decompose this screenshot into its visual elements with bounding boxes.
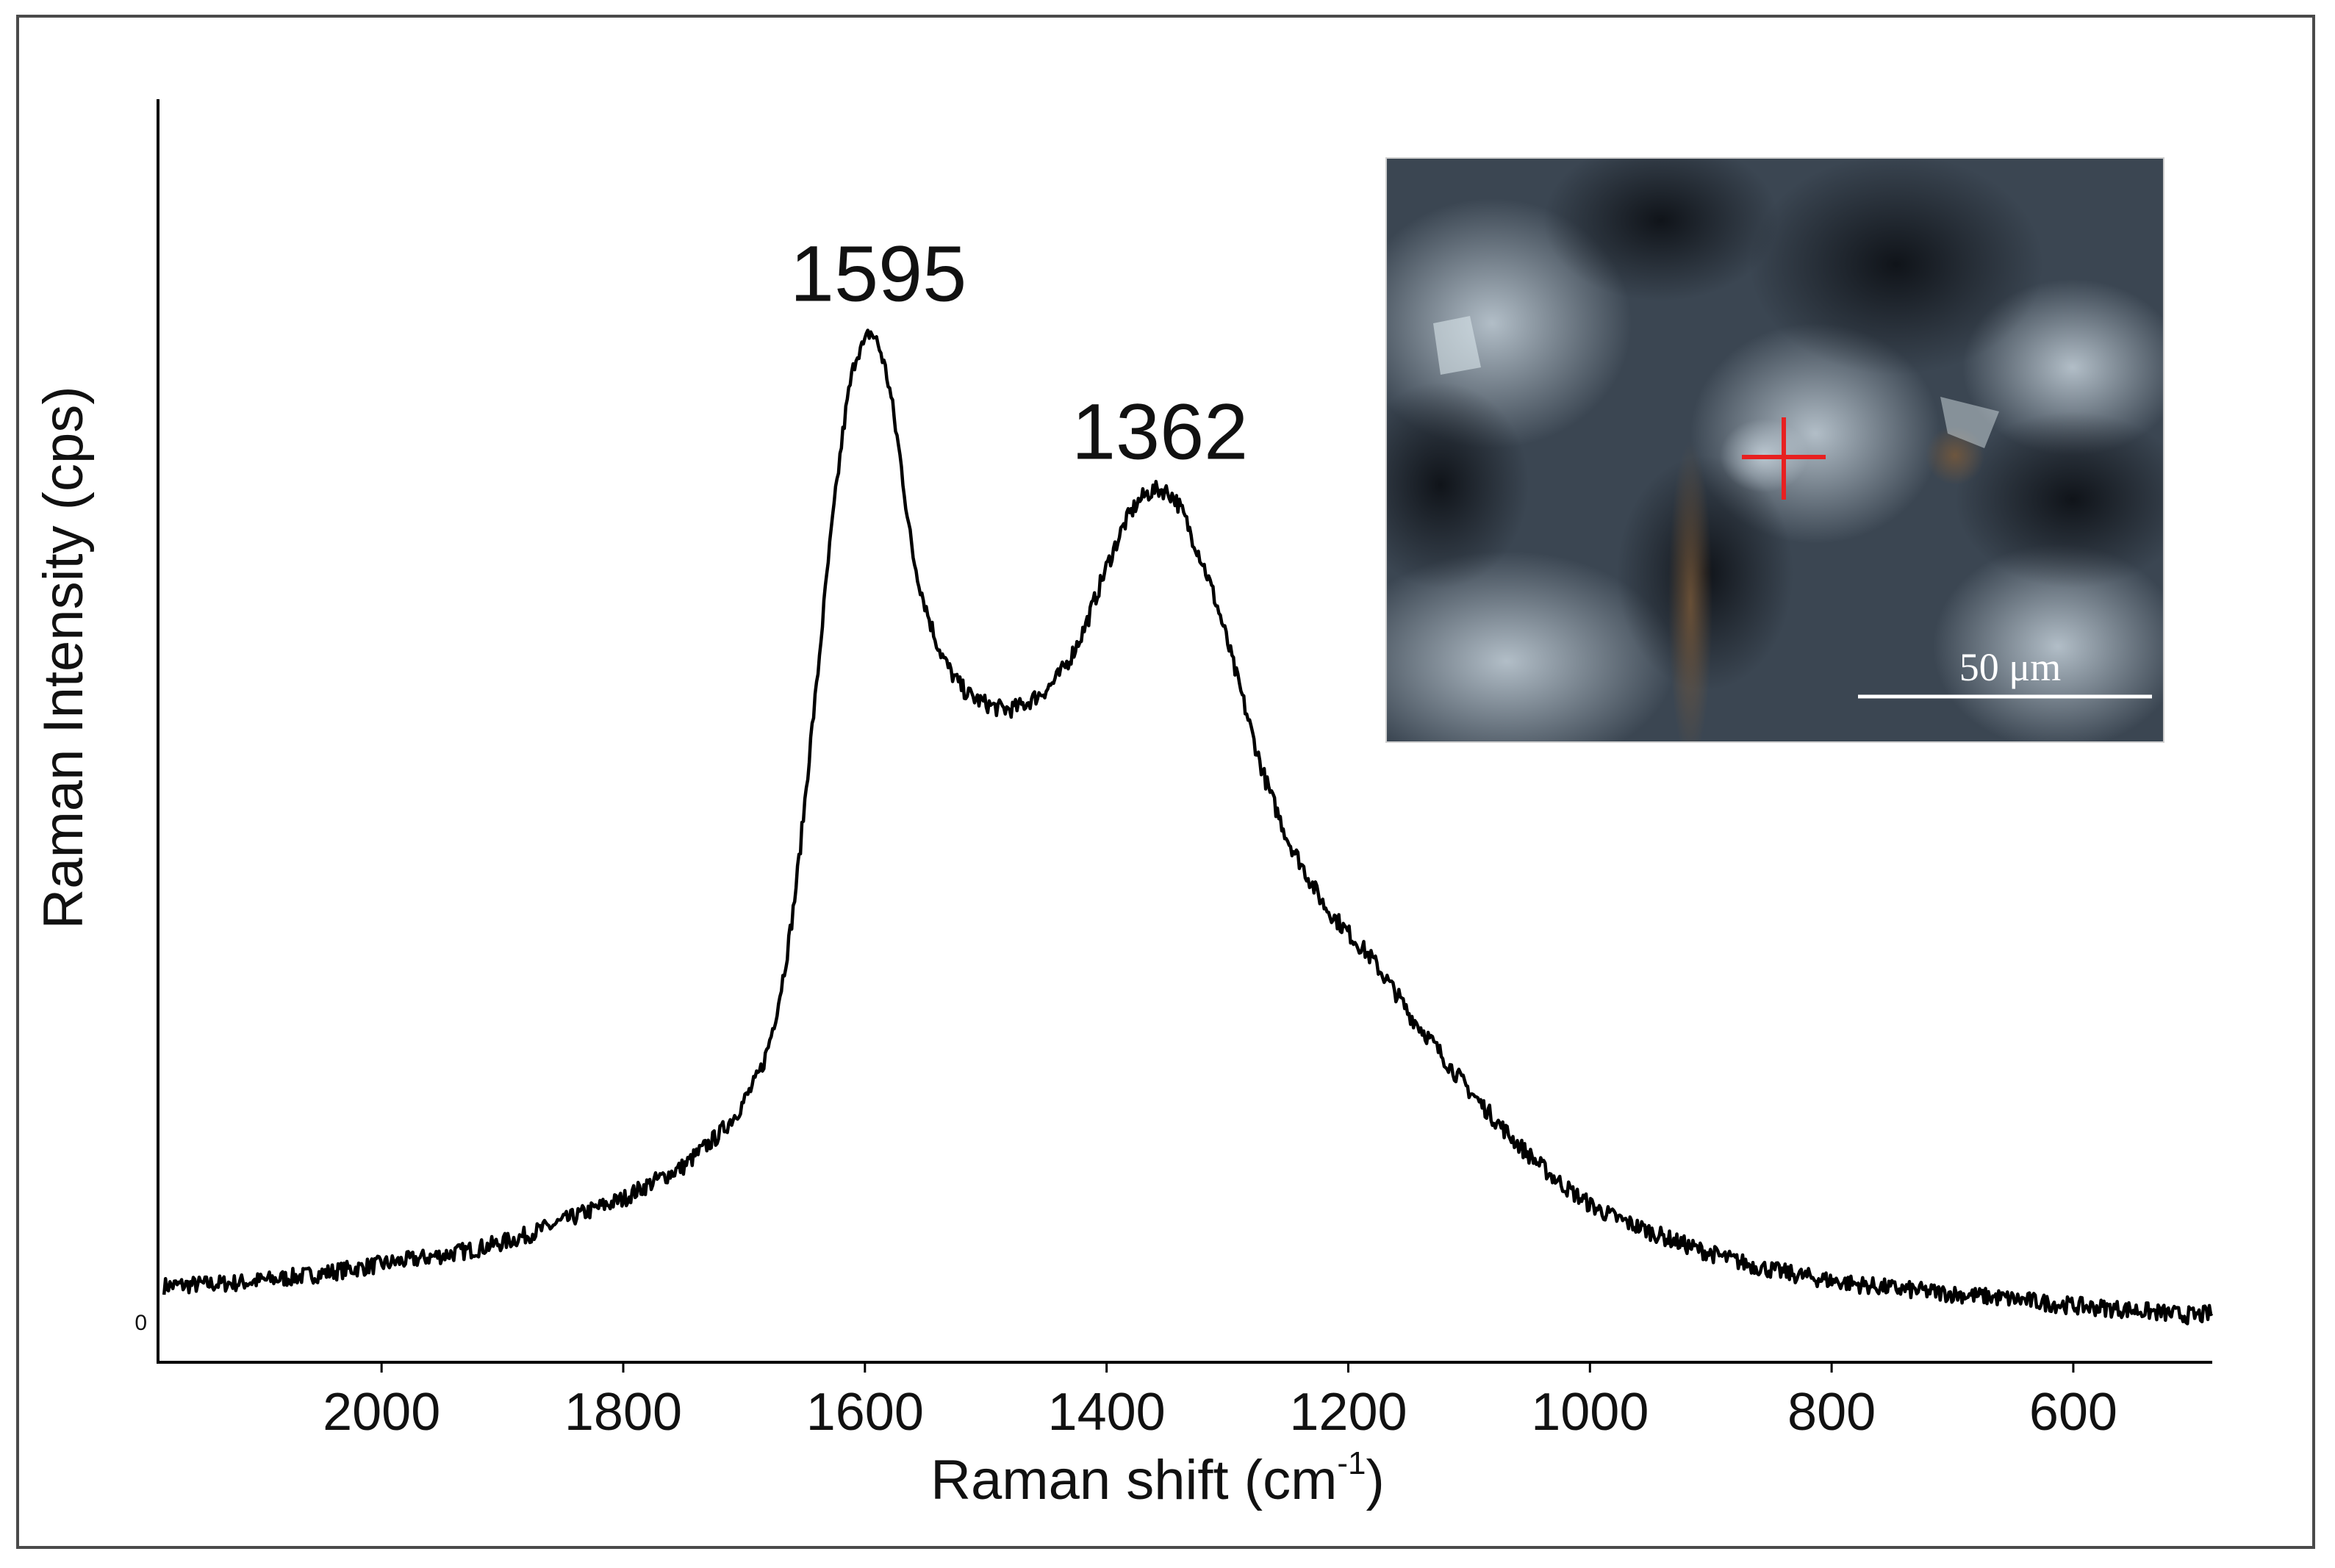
x-tick-label: 1200	[1289, 1383, 1407, 1442]
peak-label: 1595	[790, 229, 966, 318]
scale-bar-label: 50 μm	[1959, 645, 2061, 689]
x-axis-tick-labels: 2000 1800 1600 1400 1200 1000 800 600	[323, 1383, 2117, 1442]
x-tick-label: 600	[2029, 1383, 2117, 1442]
inset-micrograph	[1386, 158, 2164, 742]
x-axis-label-suffix: )	[1366, 1449, 1385, 1511]
y-zero-label: 0	[134, 1311, 147, 1335]
crosshair-marker-icon	[1742, 417, 1826, 500]
x-tick-label: 1400	[1048, 1383, 1166, 1442]
x-tick-label: 1000	[1531, 1383, 1649, 1442]
x-axis-label-superscript: -1	[1337, 1445, 1366, 1481]
inset-border	[1385, 157, 2164, 743]
peak-annotations: 1595 1362	[790, 229, 1248, 476]
x-tick-label: 800	[1787, 1383, 1876, 1442]
x-tick-label: 1600	[806, 1383, 924, 1442]
y-axis-label: Raman Intensity (cps)	[32, 386, 95, 929]
spectrum-line	[162, 328, 2214, 1326]
x-tick-label: 1800	[564, 1383, 682, 1442]
x-axis-ticks	[380, 1362, 2075, 1373]
peak-label: 1362	[1072, 386, 1248, 475]
x-tick-label: 2000	[323, 1383, 440, 1442]
x-axis-label-main: Raman shift (cm	[930, 1449, 1337, 1511]
x-axis-label: Raman shift (cm-1)	[930, 1445, 1385, 1511]
